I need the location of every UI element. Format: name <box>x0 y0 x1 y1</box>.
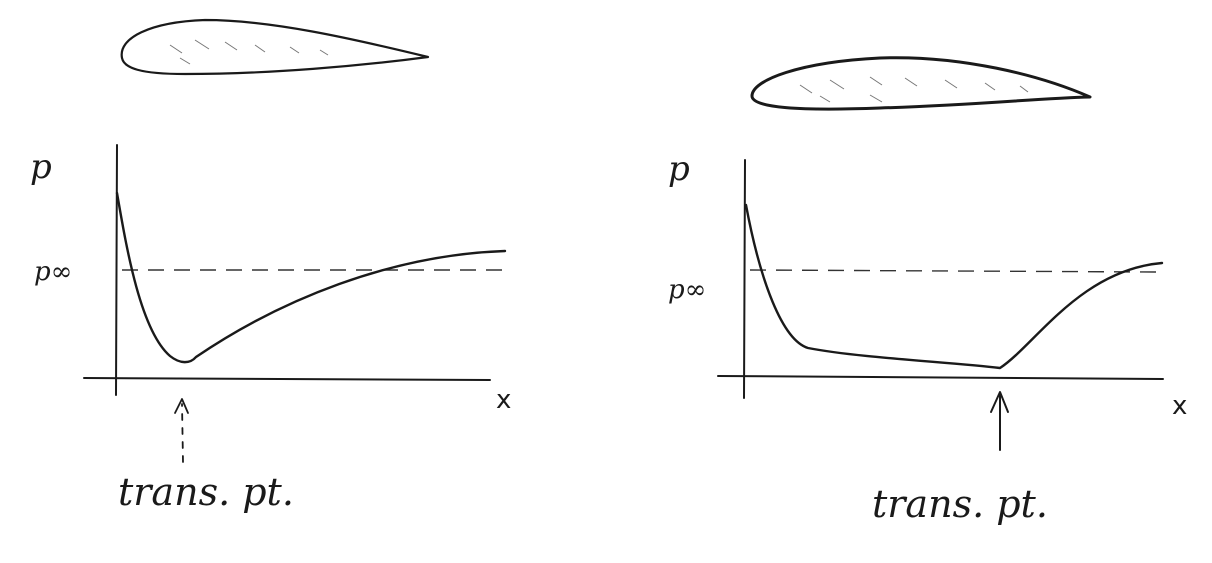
right-y-label: p <box>668 149 690 189</box>
left-y-axis <box>115 144 118 396</box>
right-airfoil <box>750 56 1092 111</box>
left-p-inf-label: p∞ <box>34 257 72 287</box>
left-airfoil <box>120 18 430 76</box>
right-p-inf-label: p∞ <box>668 275 706 305</box>
left-x-axis <box>83 377 491 381</box>
left-pressure-curve <box>115 191 507 364</box>
right-p-inf-line <box>749 269 1158 273</box>
left-x-label: x <box>496 385 511 415</box>
right-y-axis <box>743 159 746 399</box>
left-transition-arrow <box>174 398 189 463</box>
left-panel: p p∞ x trans. pt. <box>30 18 512 514</box>
left-y-label: p <box>30 147 52 187</box>
right-x-label: x <box>1172 391 1187 421</box>
right-pressure-curve <box>744 203 1164 370</box>
right-transition-arrow <box>990 391 1009 451</box>
right-transition-label: trans. pt. <box>872 482 1048 526</box>
right-x-axis <box>717 375 1164 380</box>
left-transition-label: trans. pt. <box>118 470 294 514</box>
right-panel: p p∞ x trans. pt. <box>668 56 1187 526</box>
